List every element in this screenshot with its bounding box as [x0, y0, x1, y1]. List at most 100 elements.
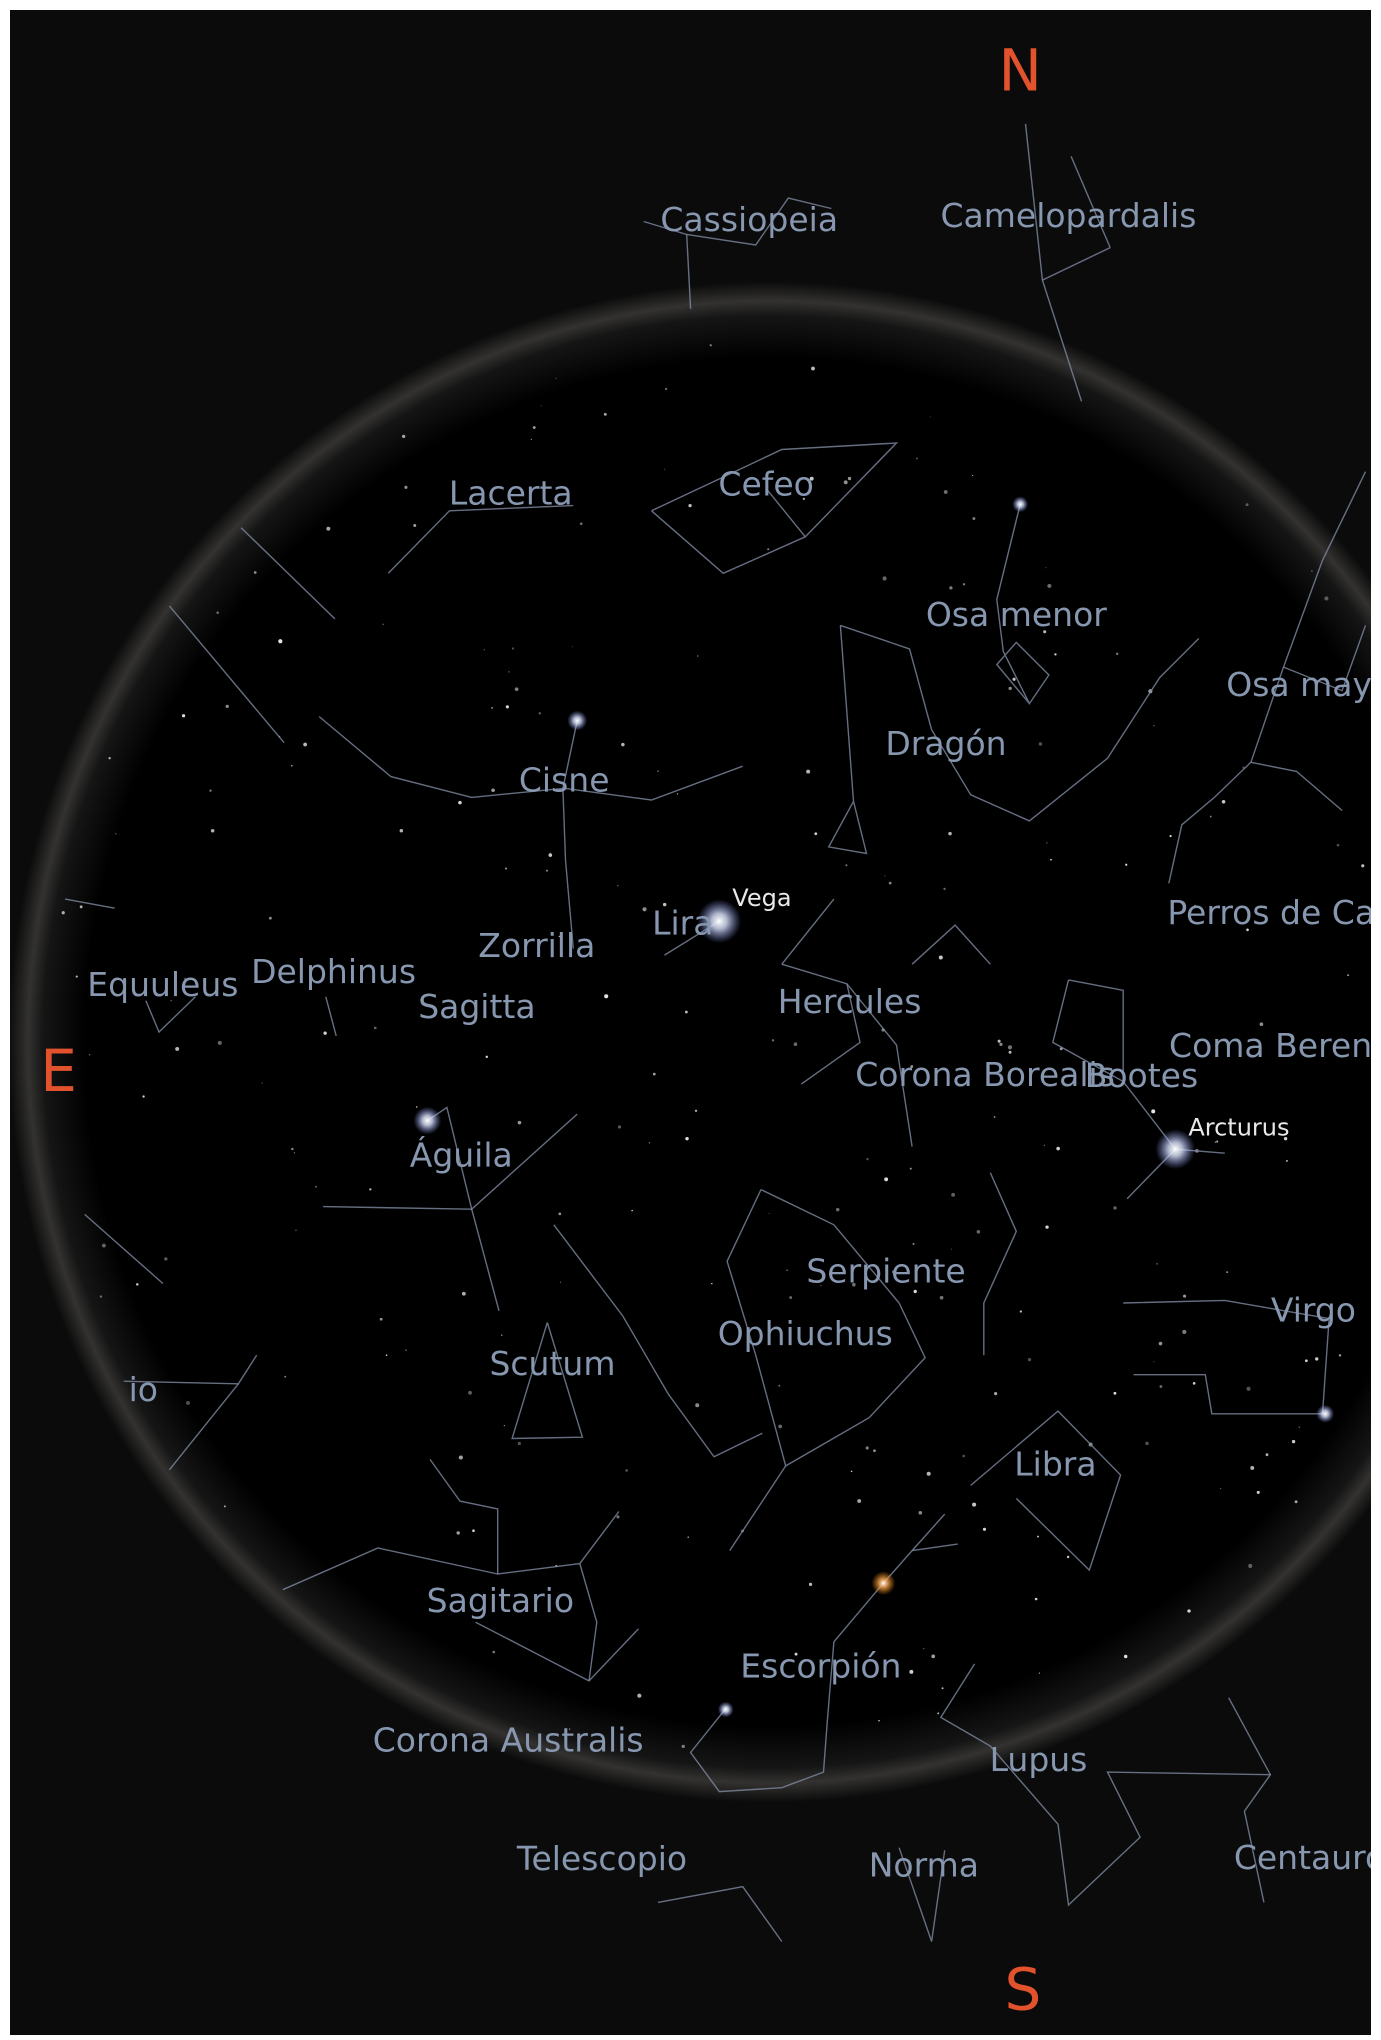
star-dot — [558, 1212, 561, 1215]
star-dot — [617, 885, 618, 886]
star-dot — [685, 1137, 688, 1140]
constellation-label: Centauro — [1234, 1838, 1381, 1877]
star-dot — [878, 1720, 879, 1721]
star-dot — [506, 705, 509, 708]
star-dot — [642, 907, 646, 911]
star-dot — [226, 705, 229, 708]
star-dot — [1286, 1160, 1288, 1162]
star-dot — [866, 1158, 868, 1160]
star-dot — [1183, 1295, 1186, 1298]
star-dot — [697, 655, 698, 656]
star-dot — [186, 1401, 190, 1405]
star-dot — [1113, 1206, 1116, 1209]
star-dot — [1311, 570, 1313, 572]
star-dot — [948, 832, 952, 836]
constellation-label: Sagitta — [418, 987, 535, 1026]
star-dot — [211, 829, 215, 833]
star-dot — [711, 1283, 712, 1284]
star-dot — [866, 1446, 869, 1449]
star-dot — [677, 793, 679, 795]
star-dot — [657, 770, 658, 771]
star-dot — [1210, 816, 1212, 818]
star-dot — [1028, 1358, 1031, 1361]
constellation-label: Corona Australis — [373, 1721, 644, 1760]
star-dot — [1248, 1564, 1252, 1568]
star-dot — [560, 1282, 561, 1283]
star-dot — [916, 458, 918, 460]
constellation-label: Lacerta — [449, 474, 573, 513]
constellation-label: Dragón — [885, 724, 1006, 763]
star-dot — [556, 378, 557, 379]
constellation-label: Zorrilla — [478, 926, 595, 965]
star-dot — [845, 864, 847, 866]
star-dot — [1337, 844, 1340, 847]
star-dot — [910, 1168, 912, 1170]
star-dot — [794, 1042, 798, 1046]
star-dot — [369, 1188, 371, 1190]
constellation-label: Serpiente — [806, 1252, 965, 1291]
star-dot — [380, 1318, 383, 1321]
star-dot — [549, 853, 553, 857]
star-dot — [269, 917, 272, 920]
star-dot — [848, 477, 851, 480]
star-dot — [778, 1425, 782, 1429]
constellation-label: Virgo — [1271, 1291, 1356, 1330]
star-dot — [637, 1694, 641, 1698]
star-dot — [951, 1249, 952, 1250]
constellation-label: Escorpión — [740, 1646, 901, 1685]
star-dot — [695, 1110, 697, 1112]
constellation-label: Scutum — [489, 1344, 615, 1383]
star-dot — [1067, 1556, 1069, 1558]
star-dot — [1125, 864, 1127, 866]
star-dot — [326, 527, 330, 531]
star-dot — [814, 832, 817, 835]
star-dot — [386, 1354, 388, 1356]
constellation-label: Osa mayor — [1226, 665, 1381, 704]
star-dot — [930, 416, 931, 417]
star-dot — [1295, 1500, 1298, 1503]
star-dot — [1187, 1609, 1190, 1612]
star-dot — [303, 743, 307, 747]
star-dot — [284, 1376, 286, 1378]
bright-star — [718, 1702, 734, 1718]
star-dot — [1324, 596, 1328, 600]
star-label: Vega — [732, 884, 791, 912]
star-dot — [944, 490, 948, 494]
star-dot — [962, 1455, 965, 1458]
star-dot — [416, 1106, 418, 1108]
star-dot — [541, 406, 542, 407]
star-dot — [1045, 567, 1046, 568]
star-dot — [1045, 1225, 1048, 1228]
star-dot — [977, 1230, 981, 1234]
star-dot — [142, 1095, 144, 1097]
star-dot — [182, 714, 185, 717]
star-dot — [949, 586, 952, 589]
star-dot — [491, 788, 495, 792]
star-dot — [382, 624, 383, 625]
star-dot — [1046, 842, 1047, 843]
star-dot — [883, 576, 887, 580]
star-dot — [504, 1425, 505, 1426]
star-dot — [413, 524, 416, 527]
star-dot — [76, 976, 78, 978]
star-dot — [604, 994, 608, 998]
star-dot — [1220, 1488, 1221, 1489]
star-dot — [323, 1031, 326, 1034]
constellation-label: Norma — [869, 1846, 979, 1885]
star-dot — [806, 770, 810, 774]
star-dot — [402, 435, 405, 438]
star-dot — [458, 801, 462, 805]
star-dot — [688, 504, 691, 507]
star-dot — [462, 1292, 466, 1296]
star-dot — [685, 1011, 688, 1014]
star-label: Arcturus — [1188, 1113, 1289, 1141]
star-dot — [687, 1536, 688, 1537]
star-dot — [857, 1499, 861, 1503]
star-dot — [695, 1403, 699, 1407]
bright-star — [1012, 496, 1028, 512]
star-dot — [468, 1391, 472, 1395]
constellation-label: Cassiopeia — [660, 200, 838, 239]
compass-east: E — [40, 1037, 77, 1105]
star-dot — [1226, 1271, 1228, 1273]
star-dot — [665, 388, 667, 390]
